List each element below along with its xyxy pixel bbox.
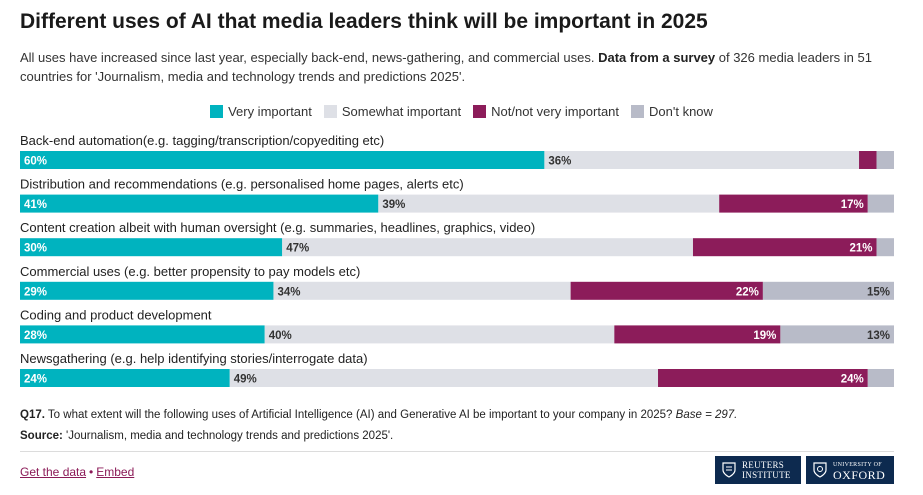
bar-dont-know	[876, 238, 894, 257]
bar-somewhat-important	[229, 369, 659, 387]
source-note: Source: 'Journalism, media and technolog…	[20, 430, 393, 442]
subtitle-text-2: of 326 media leaders in 51 countries for…	[20, 50, 872, 84]
crest-icon	[722, 462, 736, 478]
bar-not-important	[614, 325, 781, 344]
reuters-logo-text: REUTERS INSTITUTE	[742, 460, 791, 480]
bar-somewhat-important	[282, 238, 693, 257]
bar-very-important	[20, 369, 230, 387]
source-label: Source:	[20, 430, 63, 442]
footer-links: Get the data • Embed	[20, 465, 134, 479]
data-label-somewhat-important: 47%	[286, 243, 309, 255]
data-label-very-important: 41%	[24, 199, 47, 211]
data-label-very-important: 29%	[24, 286, 47, 298]
legend-label: Not/not very important	[491, 103, 620, 119]
data-label-somewhat-important: 39%	[382, 199, 405, 211]
bar-dont-know	[876, 151, 894, 169]
data-label-very-important: 60%	[24, 156, 47, 168]
bar-not-important	[692, 238, 877, 257]
bar-very-important	[20, 194, 379, 213]
bar-very-important	[20, 281, 274, 300]
data-label-not-important: 19%	[753, 330, 776, 342]
data-label-not-important: 17%	[841, 199, 864, 211]
legend-label: Very important	[228, 103, 312, 119]
legend-item-somewhat-important: Somewhat important	[323, 103, 462, 119]
category-label: Coding and product development	[20, 307, 212, 322]
chart-title: Different uses of AI that media leaders …	[20, 10, 708, 33]
question-text: To what extent will the following uses o…	[44, 409, 676, 421]
data-label-very-important: 30%	[24, 243, 47, 255]
reuters-logo-line1: REUTERS	[742, 460, 785, 470]
data-label-somewhat-important: 34%	[277, 286, 300, 298]
data-label-somewhat-important: 40%	[269, 330, 292, 342]
legend-item-not-important: Not/not very important	[473, 104, 619, 119]
bar-somewhat-important	[273, 281, 571, 300]
bar-somewhat-important	[264, 325, 615, 344]
data-label-somewhat-important: 36%	[548, 156, 571, 168]
subtitle-bold: Data from a survey	[598, 50, 716, 65]
bar-very-important	[20, 325, 265, 344]
chart-legend: Very important Somewhat important Not/no…	[0, 102, 923, 120]
bar-dont-know	[867, 369, 894, 387]
question-base: Base = 297.	[675, 409, 738, 421]
legend-swatch	[210, 104, 224, 118]
category-label: Content creation albeit with human overs…	[20, 220, 535, 235]
university-of-oxford-logo[interactable]: UNIVERSITY OF OXFORD	[806, 456, 894, 484]
bar-dont-know	[867, 194, 894, 213]
data-label-dont-know: 15%	[867, 286, 890, 298]
legend-item-dont-know: Don't know	[631, 104, 713, 119]
data-label-not-important: 21%	[849, 243, 872, 255]
oxford-logo-line2: OXFORD	[833, 468, 886, 482]
data-label-very-important: 28%	[24, 330, 47, 342]
reuters-institute-logo[interactable]: REUTERS INSTITUTE	[715, 456, 801, 484]
bar-not-important	[658, 369, 868, 387]
legend-swatch	[323, 104, 337, 118]
data-label-not-important: 24%	[841, 374, 864, 386]
oxford-logo-line1: UNIVERSITY OF	[833, 462, 882, 468]
category-label: Back-end automation(e.g. tagging/transcr…	[20, 133, 384, 148]
reuters-logo-line2: INSTITUTE	[742, 470, 791, 480]
shield-icon	[813, 462, 827, 478]
chart-subtitle: All uses have increased since last year,…	[20, 48, 895, 86]
data-label-not-important: 22%	[736, 286, 759, 298]
bar-somewhat-important	[544, 151, 860, 169]
link-separator: •	[89, 465, 94, 479]
data-label-very-important: 24%	[24, 374, 47, 386]
footer-divider	[20, 451, 894, 452]
bar-very-important	[20, 151, 545, 169]
source-text: 'Journalism, media and technology trends…	[62, 430, 394, 442]
legend-label: Somewhat important	[341, 103, 462, 119]
bar-dont-know	[780, 325, 894, 344]
bar-somewhat-important	[378, 194, 720, 213]
embed-link[interactable]: Embed	[96, 465, 135, 479]
bar-dont-know	[762, 281, 894, 300]
category-label: Newsgathering (e.g. help identifying sto…	[20, 351, 368, 366]
category-label: Commercial uses (e.g. better propensity …	[20, 264, 360, 279]
bar-not-important	[859, 151, 877, 169]
bar-not-important	[719, 194, 868, 213]
survey-question: Q17. To what extent will the following u…	[20, 409, 737, 421]
legend-item-very-important: Very important	[210, 104, 312, 119]
legend-swatch	[473, 104, 487, 118]
legend-swatch	[631, 104, 645, 118]
data-label-somewhat-important: 49%	[234, 374, 257, 386]
category-label: Distribution and recommendations (e.g. p…	[20, 177, 464, 192]
question-label: Q17.	[20, 409, 45, 421]
data-label-dont-know: 13%	[867, 330, 890, 342]
oxford-logo-text: UNIVERSITY OF OXFORD	[833, 460, 886, 482]
get-the-data-link[interactable]: Get the data	[20, 465, 87, 479]
bar-not-important	[570, 281, 763, 300]
legend-label: Don't know	[649, 103, 713, 119]
subtitle-text-1: All uses have increased since last year,…	[20, 50, 599, 65]
bar-very-important	[20, 238, 283, 257]
stacked-bar-chart: Back-end automation(e.g. tagging/transcr…	[20, 133, 894, 387]
